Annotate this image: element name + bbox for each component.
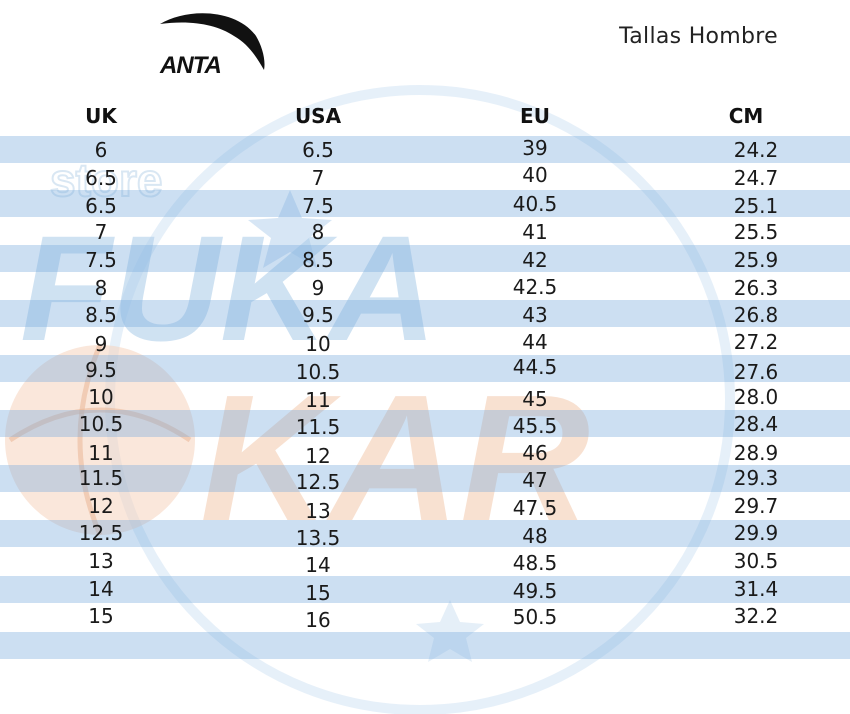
cell-uk: 6 bbox=[94, 138, 108, 162]
cell-usa: 12 bbox=[305, 444, 331, 468]
cell-usa: 14 bbox=[305, 553, 331, 577]
cell-eu: 46 bbox=[522, 441, 548, 465]
page-title: Tallas Hombre bbox=[619, 24, 778, 49]
anta-logo: ANTA bbox=[156, 10, 268, 79]
cell-usa: 8 bbox=[311, 220, 325, 244]
cell-usa: 10.5 bbox=[295, 360, 341, 384]
cell-usa: 16 bbox=[305, 608, 331, 632]
cell-cm: 29.9 bbox=[733, 521, 779, 545]
cell-uk: 7 bbox=[94, 220, 108, 244]
cell-uk: 12 bbox=[88, 494, 114, 518]
cell-usa: 9.5 bbox=[302, 303, 334, 327]
cell-uk: 9 bbox=[94, 332, 108, 356]
cell-eu: 40.5 bbox=[512, 192, 558, 216]
cell-eu: 43 bbox=[522, 303, 548, 327]
cell-uk: 14 bbox=[88, 577, 114, 601]
cell-cm: 25.1 bbox=[733, 194, 779, 218]
cell-cm: 30.5 bbox=[733, 549, 779, 573]
cell-eu: 44 bbox=[522, 330, 548, 354]
cell-uk: 15 bbox=[88, 604, 114, 628]
column-header-eu: EU bbox=[520, 104, 550, 128]
cell-eu: 47 bbox=[522, 468, 548, 492]
cell-eu: 47.5 bbox=[512, 496, 558, 520]
anta-swoosh-icon bbox=[160, 13, 265, 70]
column-header-uk: UK bbox=[85, 104, 117, 128]
cell-usa: 13.5 bbox=[295, 526, 341, 550]
cell-cm: 29.7 bbox=[733, 494, 779, 518]
cell-uk: 6.5 bbox=[85, 166, 117, 190]
cell-eu: 40 bbox=[522, 163, 548, 187]
cell-cm: 26.3 bbox=[733, 276, 779, 300]
cell-cm: 32.2 bbox=[733, 604, 779, 628]
cell-eu: 48.5 bbox=[512, 551, 558, 575]
cell-uk: 6.5 bbox=[85, 194, 117, 218]
cell-usa: 8.5 bbox=[302, 248, 334, 272]
watermark-fuka-text: FUKA bbox=[20, 204, 437, 372]
cell-eu: 48 bbox=[522, 524, 548, 548]
cell-cm: 28.4 bbox=[733, 412, 779, 436]
cell-eu: 42 bbox=[522, 248, 548, 272]
cell-cm: 25.9 bbox=[733, 248, 779, 272]
cell-cm: 26.8 bbox=[733, 303, 779, 327]
cell-uk: 12.5 bbox=[78, 521, 124, 545]
cell-eu: 49.5 bbox=[512, 579, 558, 603]
cell-usa: 11.5 bbox=[295, 415, 341, 439]
cell-cm: 28.0 bbox=[733, 385, 779, 409]
cell-usa: 7.5 bbox=[302, 194, 334, 218]
cell-cm: 31.4 bbox=[733, 577, 779, 601]
column-header-cm: CM bbox=[728, 104, 764, 128]
cell-eu: 42.5 bbox=[512, 275, 558, 299]
cell-usa: 9 bbox=[311, 276, 325, 300]
cell-eu: 41 bbox=[522, 220, 548, 244]
cell-eu: 45.5 bbox=[512, 414, 558, 438]
cell-uk: 10.5 bbox=[78, 412, 124, 436]
cell-uk: 11.5 bbox=[78, 466, 124, 490]
cell-usa: 13 bbox=[305, 499, 331, 523]
cell-cm: 24.7 bbox=[733, 166, 779, 190]
cell-eu: 44.5 bbox=[512, 355, 558, 379]
cell-usa: 12.5 bbox=[295, 470, 341, 494]
cell-usa: 11 bbox=[305, 388, 331, 412]
cell-usa: 15 bbox=[305, 581, 331, 605]
cell-uk: 10 bbox=[88, 385, 114, 409]
cell-eu: 45 bbox=[522, 387, 548, 411]
cell-usa: 7 bbox=[311, 166, 325, 190]
cell-uk: 7.5 bbox=[85, 248, 117, 272]
cell-uk: 8 bbox=[94, 276, 108, 300]
cell-usa: 10 bbox=[305, 332, 331, 356]
cell-eu: 50.5 bbox=[512, 605, 558, 629]
cell-cm: 27.2 bbox=[733, 330, 779, 354]
cell-cm: 25.5 bbox=[733, 220, 779, 244]
cell-cm: 27.6 bbox=[733, 360, 779, 384]
cell-cm: 24.2 bbox=[733, 138, 779, 162]
cell-cm: 29.3 bbox=[733, 466, 779, 490]
column-header-usa: USA bbox=[294, 104, 342, 128]
cell-usa: 6.5 bbox=[302, 138, 334, 162]
cell-uk: 11 bbox=[88, 441, 114, 465]
cell-uk: 9.5 bbox=[85, 358, 117, 382]
cell-cm: 28.9 bbox=[733, 441, 779, 465]
cell-eu: 39 bbox=[522, 136, 548, 160]
cell-uk: 8.5 bbox=[85, 303, 117, 327]
brand-name: ANTA bbox=[160, 52, 222, 79]
cell-uk: 13 bbox=[88, 549, 114, 573]
